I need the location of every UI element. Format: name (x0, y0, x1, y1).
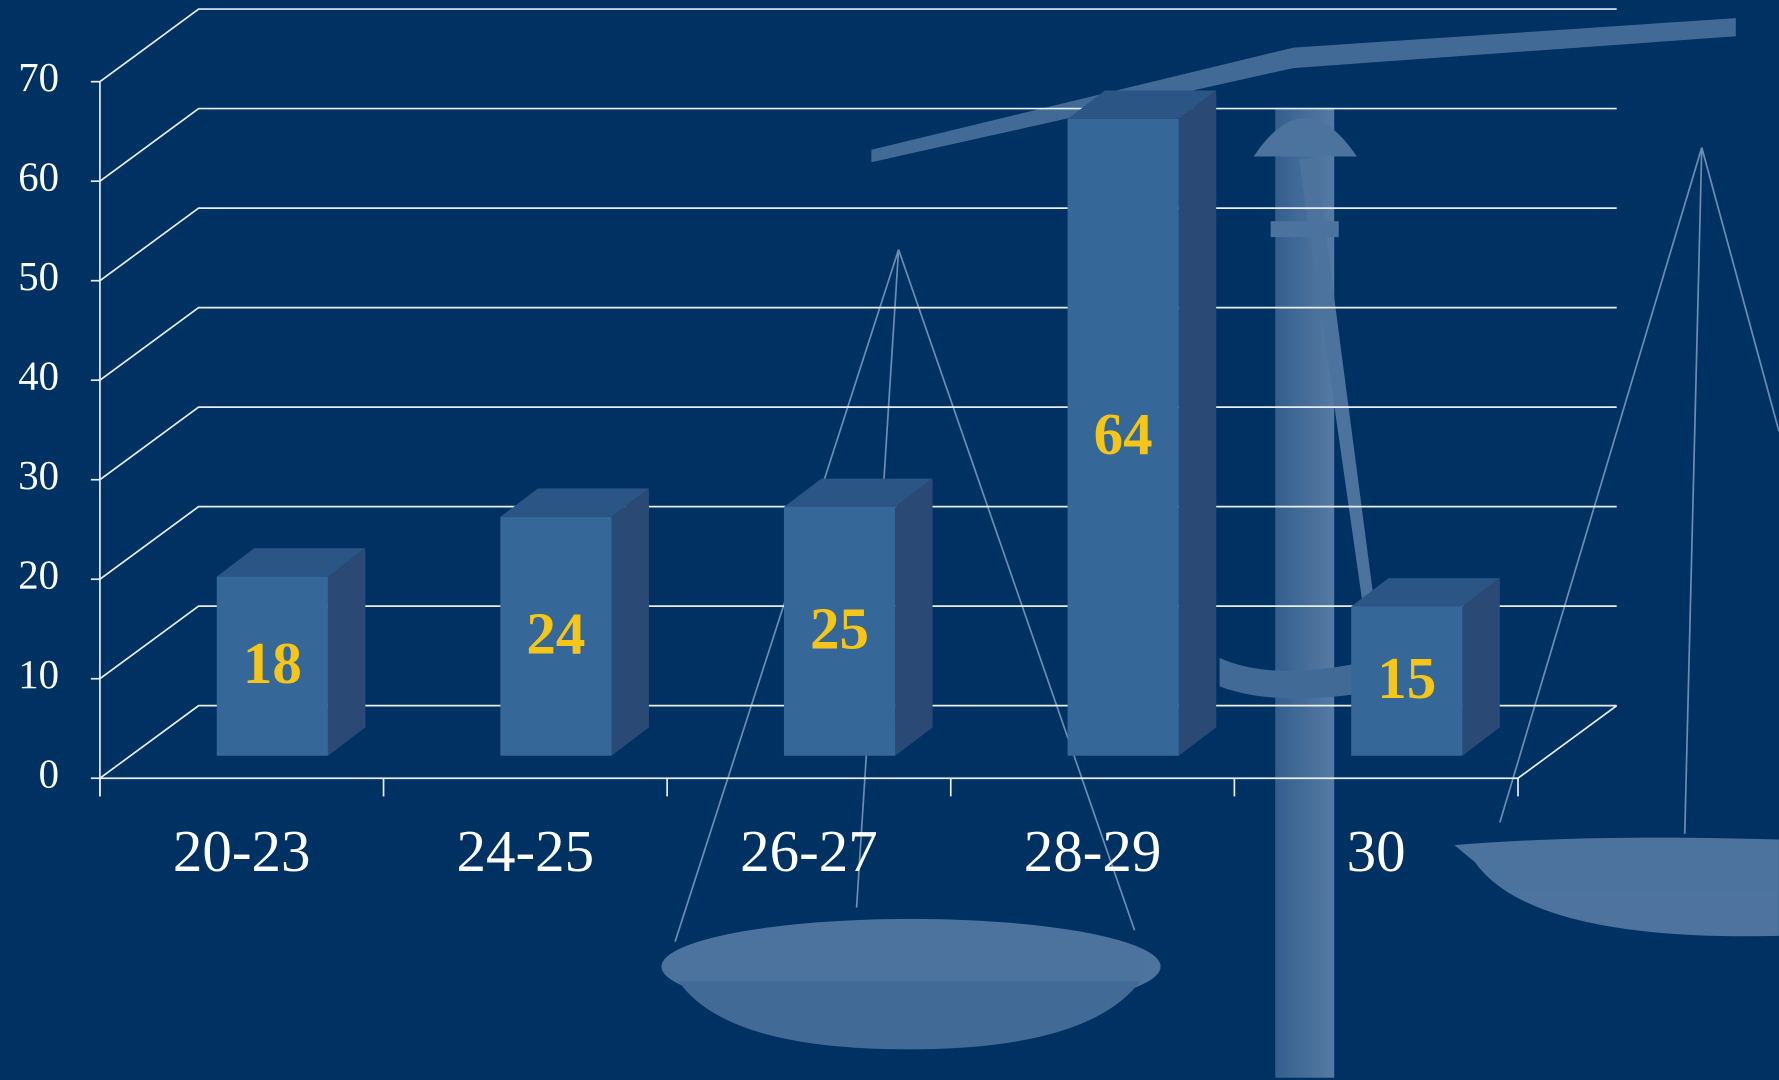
chart: 0 10 20 30 40 50 60 70 20-23 18 24-25 24 26-27 25 28-2… (0, 0, 1779, 1080)
bar-side (895, 479, 932, 756)
y-tick-label: 10 (18, 652, 59, 697)
bar-side (1179, 91, 1216, 756)
x-tick-label: 30 (1347, 818, 1406, 884)
y-tick-label: 40 (18, 354, 59, 399)
y-tick-label: 0 (39, 752, 59, 797)
data-label: 24 (526, 600, 585, 666)
data-label: 25 (810, 595, 869, 661)
bar-side (612, 489, 649, 756)
bar-side (1462, 578, 1499, 756)
y-tick-label: 20 (18, 553, 59, 598)
data-label: 18 (243, 630, 302, 696)
x-tick-label: 28-29 (1024, 818, 1162, 884)
data-label: 64 (1094, 401, 1153, 467)
x-tick-label: 20-23 (173, 818, 311, 884)
y-tick-label: 70 (18, 55, 59, 100)
bar-side (328, 548, 365, 755)
x-tick-label: 26-27 (740, 818, 878, 884)
y-tick-label: 50 (18, 254, 59, 299)
y-tick-label: 60 (18, 155, 59, 200)
x-tick-label: 24-25 (457, 818, 595, 884)
y-tick-label: 30 (18, 453, 59, 498)
data-label: 15 (1377, 645, 1436, 711)
